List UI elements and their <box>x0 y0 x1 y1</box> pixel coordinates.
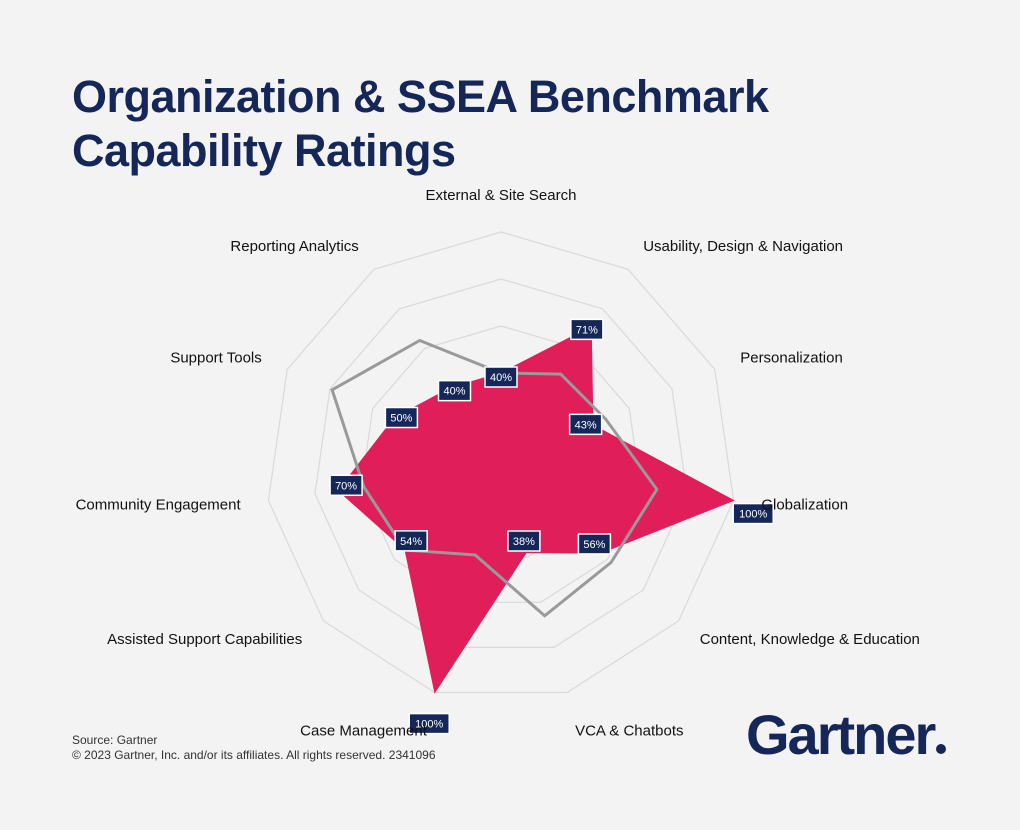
value-label: 50% <box>384 406 419 429</box>
value-label-box <box>408 712 450 735</box>
value-label: 38% <box>507 530 541 552</box>
gartner-logo-text: Gartner <box>746 703 936 766</box>
series-line-2 <box>330 338 659 618</box>
value-label-box <box>484 366 518 388</box>
axis-label: External & Site Search <box>426 187 577 204</box>
value-label-text: 40% <box>490 372 512 384</box>
axis-label: Personalization <box>740 350 843 367</box>
value-label: 56% <box>577 533 612 555</box>
source-note: Source: Gartner <box>72 733 158 747</box>
axis-label: VCA & Chatbots <box>575 722 683 739</box>
value-label-box <box>568 413 603 436</box>
value-label: 71% <box>570 318 604 341</box>
footer: Source: Gartner © 2023 Gartner, Inc. and… <box>72 733 436 763</box>
value-label-text: 40% <box>443 386 465 398</box>
value-label-box <box>329 474 363 497</box>
chart-title-line-1: Organization & SSEA Benchmark <box>72 71 769 122</box>
value-label-text: 100% <box>415 719 443 731</box>
axis-labels: External & Site Search Usability, Design … <box>76 187 920 739</box>
gartner-logo: Gartner <box>746 700 947 770</box>
value-label: 40% <box>437 379 472 402</box>
axis-label: Usability, Design & Navigation <box>643 238 843 255</box>
axis-label: Reporting Analytics <box>230 238 358 255</box>
value-label-text: 100% <box>739 509 767 521</box>
value-label: 43% <box>568 413 603 436</box>
chart-title-line-2: Capability Ratings <box>72 125 456 176</box>
axis-label: Assisted Support Capabilities <box>107 631 302 648</box>
value-label-box <box>732 502 774 525</box>
value-label: 100% <box>732 502 774 525</box>
value-label: 70% <box>329 474 363 497</box>
value-label-box <box>384 406 419 429</box>
copyright-note: © 2023 Gartner, Inc. and/or its affiliat… <box>72 748 436 762</box>
radar-series <box>330 325 735 694</box>
chart-title: Organization & SSEA Benchmark Capability… <box>72 70 769 178</box>
axis-label: Support Tools <box>170 350 261 367</box>
value-label-text: 54% <box>400 536 422 548</box>
grid-ring-3 <box>360 325 642 603</box>
axis-label: Case Management <box>300 722 428 739</box>
grid-ring-4 <box>314 278 688 648</box>
value-label-box <box>394 530 428 552</box>
series-area-1 <box>337 325 735 694</box>
value-label: 40% <box>484 366 518 388</box>
value-label-text: 43% <box>575 419 597 431</box>
value-label-text: 50% <box>390 413 412 425</box>
axis-label: Content, Knowledge & Education <box>700 631 920 648</box>
value-label-box <box>570 318 604 341</box>
value-label-box <box>507 530 541 552</box>
value-label: 100% <box>408 712 450 735</box>
value-labels: 40% 71% 43% 100% 56% 38% 100% 54% 70% 50% 40% <box>329 318 774 735</box>
axis-label: Community Engagement <box>76 496 242 513</box>
value-label-text: 56% <box>583 539 605 551</box>
value-label-box <box>577 533 612 555</box>
value-label: 54% <box>394 530 428 552</box>
value-label-box <box>437 379 472 402</box>
registered-mark-icon <box>936 744 947 754</box>
value-label-text: 71% <box>576 324 598 336</box>
value-label-text: 38% <box>513 536 535 548</box>
value-label-text: 70% <box>335 480 357 492</box>
axis-label: Globalization <box>761 496 848 513</box>
grid-ring-5 <box>267 231 735 694</box>
